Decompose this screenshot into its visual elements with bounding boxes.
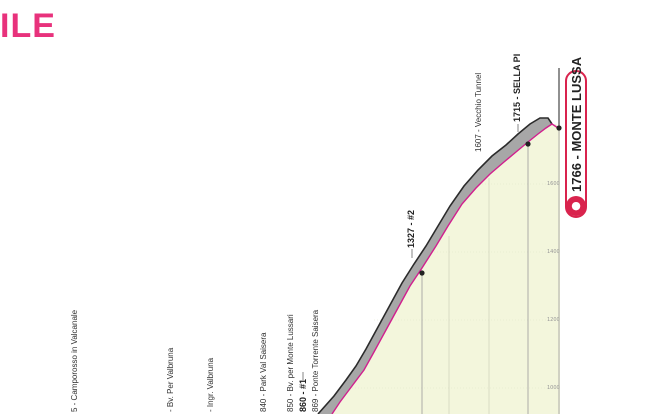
summit-badge <box>565 70 587 218</box>
page-title: ILE <box>0 7 56 45</box>
road-top-edge <box>317 117 553 414</box>
road-bottom-edge <box>331 123 559 414</box>
altitude-tick: 1600 <box>547 181 560 187</box>
waypoint-label: - Ingr. Valbruna <box>206 357 215 412</box>
waypoint-label: 860 - #1 <box>298 378 308 412</box>
waypoint-label: 840 - Park Val Saisera <box>259 332 268 412</box>
waypoint-label: 1715 - SELLA PI <box>512 53 522 122</box>
altitude-tick: 1200 <box>547 317 560 323</box>
altitude-tick: 1000 <box>547 385 560 391</box>
waypoint-label: 869 - Ponte Torrente Saisera <box>311 309 320 412</box>
summit-label: 1766 - MONTE LUSSA <box>569 56 584 192</box>
waypoint-dot <box>525 141 531 147</box>
altitude-tick: 1400 <box>547 249 560 255</box>
waypoint-label: 850 - Bv. per Monte Lussari <box>286 314 295 412</box>
waypoint-label: 1607 - Vecchio Tunnel <box>474 72 483 152</box>
cyclist-icon: ● <box>566 196 586 216</box>
waypoint-label: - Bv. Per Valbruna <box>166 347 175 412</box>
road-band <box>318 118 552 414</box>
waypoint-label: 1327 - #2 <box>406 209 416 248</box>
waypoint-dot <box>419 270 425 276</box>
waypoint-label: 5 - Camporosso in Valcanale <box>70 309 79 412</box>
